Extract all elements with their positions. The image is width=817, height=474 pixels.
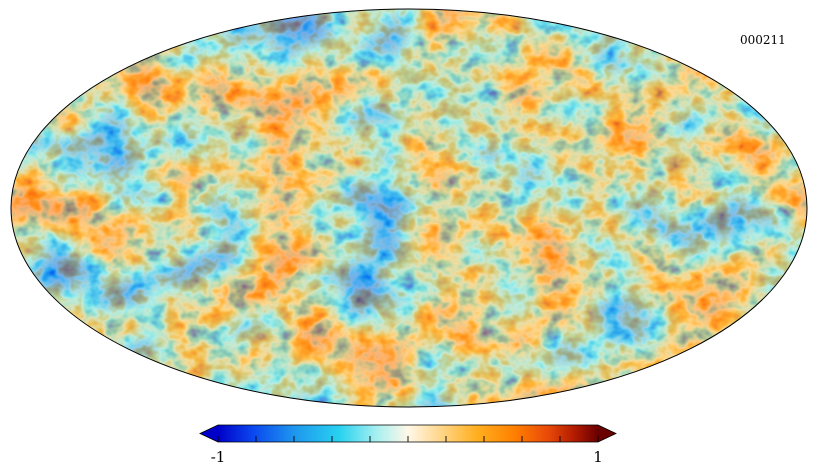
colorbar-ticks [217,436,599,442]
colorbar-min-label: -1 [210,448,226,466]
mollweide-map [11,9,807,407]
colorbar [199,424,617,443]
map-id-label: 000211 [740,33,786,47]
colorbar-max-extension-arrow [598,425,616,442]
map-outline [10,8,808,408]
colorbar-max-label: 1 [593,448,603,466]
colorbar-gradient [218,425,598,442]
colorbar-min-extension-arrow [200,425,218,442]
